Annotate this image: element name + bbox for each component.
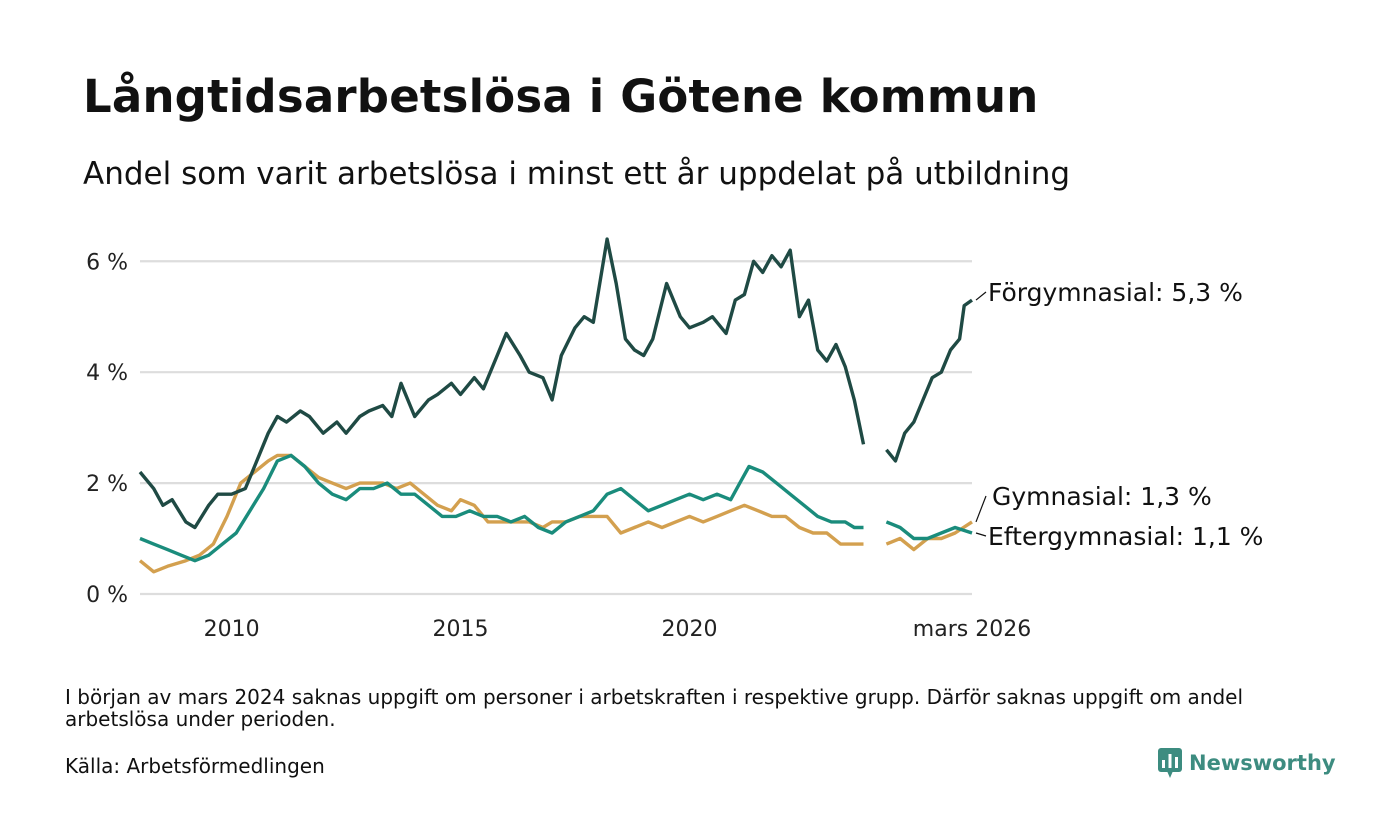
series-line-eftergymnasial <box>139 453 973 563</box>
leader-line <box>975 532 987 537</box>
series-label-förgymnasial: Förgymnasial: 5,3 % <box>988 278 1243 307</box>
grid-lines <box>140 260 972 596</box>
chart-title: Långtidsarbetslösa i Götene kommun <box>83 70 1039 123</box>
series-end-labels: Förgymnasial: 5,3 % Gymnasial: 1,3 % Efter… <box>975 278 1263 551</box>
leader-line <box>975 291 987 301</box>
series-line-gymnasial <box>138 453 973 574</box>
x-tick-label: mars 2026 <box>913 617 1031 642</box>
series-label-gymnasial: Gymnasial: 1,3 % <box>992 482 1212 511</box>
chart-subtitle: Andel som varit arbetslösa i minst ett å… <box>83 156 1071 192</box>
newsworthy-logo: Newsworthy <box>1158 748 1336 778</box>
x-tick-label: 2020 <box>661 617 717 642</box>
y-tick-label: 6 % <box>86 250 128 275</box>
bar-chart-icon <box>1158 748 1182 778</box>
y-tick-label: 0 % <box>86 583 128 608</box>
series-lines <box>138 237 973 574</box>
x-tick-label: 2015 <box>433 617 489 642</box>
source-credit: Källa: Arbetsförmedlingen <box>65 754 325 778</box>
series-label-eftergymnasial: Eftergymnasial: 1,1 % <box>988 522 1263 551</box>
leader-line <box>975 495 987 523</box>
x-axis-ticks: 2010 2015 2020 mars 2026 <box>204 617 1032 642</box>
y-tick-label: 4 % <box>86 361 128 386</box>
footnote: I början av mars 2024 saknas uppgift om … <box>65 685 1244 731</box>
y-axis-ticks: 0 % 2 % 4 % 6 % <box>86 250 128 608</box>
line-chart: 0 % 2 % 4 % 6 % 2010 2015 2020 mars 2026 Förgy… <box>86 237 1263 642</box>
x-tick-label: 2010 <box>204 617 260 642</box>
brand-name: Newsworthy <box>1189 751 1336 775</box>
y-tick-label: 2 % <box>86 472 128 497</box>
series-line-förgymnasial <box>138 237 973 530</box>
